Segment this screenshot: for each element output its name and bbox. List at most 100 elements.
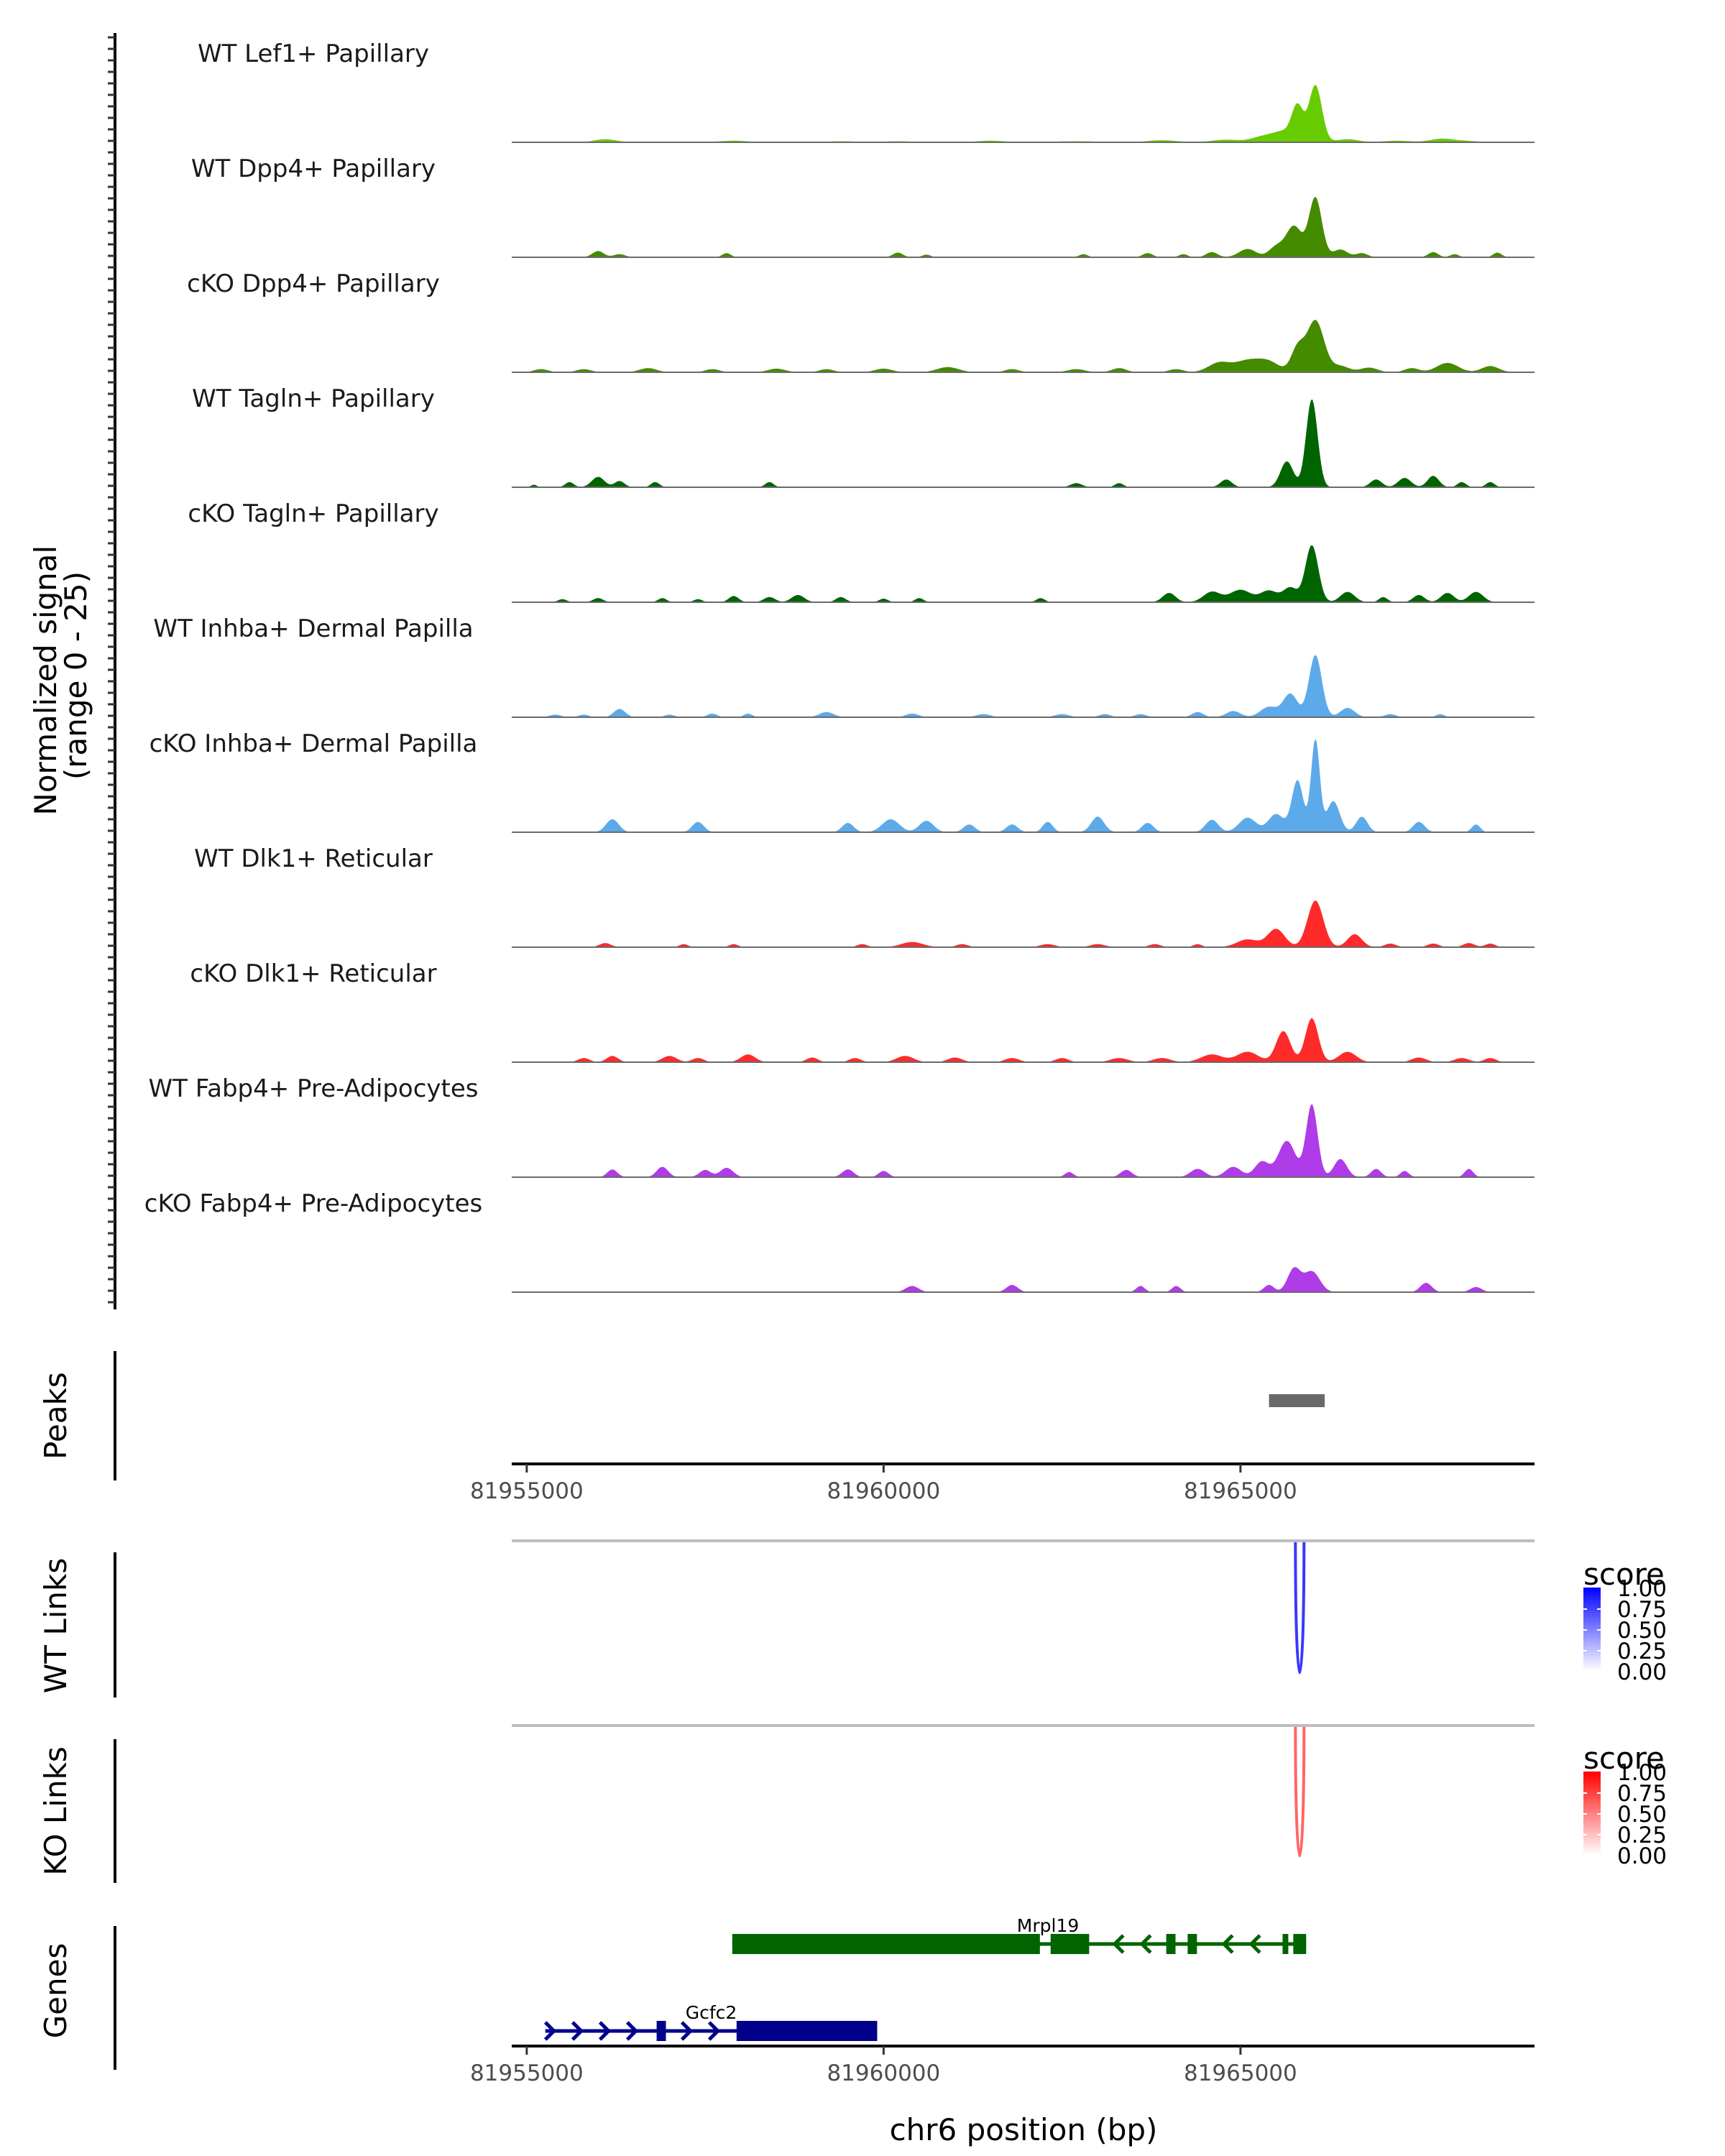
x-tick-label: 81960000 (827, 1478, 940, 1504)
wt-score-legend: score 1.000.750.500.250.00 (1583, 1557, 1667, 1685)
strand-arrow-icon (1221, 1934, 1234, 1954)
track-label: WT Inhba+ Dermal Papilla (153, 614, 473, 643)
gene-exon (732, 1934, 1040, 1954)
wt-legend-labels: 1.000.750.500.250.00 (1583, 1576, 1667, 1685)
track-label: WT Fabp4+ Pre-Adipocytes (149, 1074, 479, 1103)
x-axis-ticks-bottom: 81955000 81960000 81965000 (470, 2046, 1297, 2086)
signal-area (512, 739, 1535, 832)
signal-y-axis-title: Normalized signal (range 0 - 25) (28, 535, 93, 815)
ko-legend-title: score (1583, 1741, 1665, 1776)
signal-area (512, 85, 1535, 142)
signal-y-axis-title-line2: (range 0 - 25) (58, 571, 93, 780)
signal-area (512, 545, 1535, 602)
legend-tick-label: 0.75 (1617, 1781, 1667, 1807)
wt-links-panel: WT Links (38, 1539, 1535, 1697)
signal-track: cKO Tagln+ Papillary (188, 499, 1535, 603)
track-label: WT Tagln+ Papillary (192, 384, 435, 413)
strand-arrow-icon (680, 2021, 694, 2041)
gene-label: Gcfc2 (686, 2002, 737, 2023)
signal-area (512, 1104, 1535, 1177)
ko-links-label: KO Links (38, 1746, 73, 1876)
signal-y-ticks (108, 36, 115, 1304)
signal-track: cKO Inhba+ Dermal Papilla (150, 729, 1535, 833)
signal-area (512, 1267, 1535, 1292)
track-label: WT Dlk1+ Reticular (194, 844, 433, 873)
legend-tick-label: 0.50 (1617, 1618, 1667, 1644)
x-axis-title: chr6 position (bp) (890, 2112, 1158, 2147)
peaks-panel-label: Peaks (38, 1372, 73, 1460)
signal-area (512, 655, 1535, 717)
gene-exon (1293, 1934, 1307, 1954)
x-tick-label: 81965000 (1184, 1478, 1297, 1504)
gene-exon (1187, 1934, 1197, 1954)
gene-exon (1166, 1934, 1176, 1954)
signal-track: WT Fabp4+ Pre-Adipocytes (149, 1074, 1535, 1178)
x-tick-label: 81955000 (470, 1478, 584, 1504)
signal-track: cKO Fabp4+ Pre-Adipocytes (144, 1189, 1535, 1293)
strand-arrow-icon (1248, 1934, 1261, 1954)
legend-tick-label: 0.25 (1617, 1823, 1667, 1848)
signal-panel: Normalized signal (range 0 - 25) WT Lef1… (28, 33, 1535, 1309)
signal-track: WT Inhba+ Dermal Papilla (153, 614, 1535, 718)
signal-area (512, 1018, 1535, 1062)
legend-tick-label: 0.75 (1617, 1597, 1667, 1623)
track-label: cKO Tagln+ Papillary (188, 499, 438, 528)
peaks-panel: Peaks 81955000 81960000 81965000 (38, 1351, 1535, 1504)
track-label: WT Lef1+ Papillary (198, 40, 429, 68)
signal-area (512, 399, 1535, 487)
gene-label: Mrpl19 (1017, 1915, 1079, 1936)
peaks-marks (1269, 1394, 1325, 1407)
track-label: cKO Inhba+ Dermal Papilla (150, 729, 478, 758)
signal-area (512, 900, 1535, 947)
track-label: cKO Fabp4+ Pre-Adipocytes (144, 1189, 483, 1218)
gene-exon (656, 2021, 666, 2041)
strand-arrow-icon (571, 2021, 584, 2041)
genes-panel: Genes Mrpl19 Gcfc2 81955000 81960000 819650… (38, 1915, 1535, 2147)
track-label: cKO Dpp4+ Papillary (187, 270, 440, 298)
signal-tracks: WT Lef1+ Papillary WT Dpp4+ Papillary cKO … (144, 40, 1535, 1293)
strand-arrow-icon (625, 2021, 639, 2041)
track-label: WT Dpp4+ Papillary (191, 155, 436, 183)
ko-legend-labels: 1.000.750.500.250.00 (1583, 1760, 1667, 1869)
legend-tick-label: 1.00 (1617, 1576, 1667, 1602)
ko-links-arcs (1294, 1726, 1306, 1858)
gene-model: Gcfc2 (543, 2002, 878, 2041)
link-arc (1294, 1542, 1306, 1674)
legend-tick-label: 0.25 (1617, 1639, 1667, 1664)
x-axis-ticks-top: 81955000 81960000 81965000 (470, 1464, 1297, 1504)
signal-track: cKO Dpp4+ Papillary (187, 270, 1535, 373)
ko-score-legend: score 1.000.750.500.250.00 (1583, 1741, 1667, 1869)
signal-track: WT Dlk1+ Reticular (194, 844, 1535, 948)
strand-arrow-icon (1139, 1934, 1152, 1954)
track-label: cKO Dlk1+ Reticular (190, 959, 436, 988)
peak-region (1269, 1394, 1325, 1407)
strand-arrow-icon (543, 2021, 557, 2041)
legend-tick-label: 0.00 (1617, 1843, 1667, 1869)
x-tick-label: 81960000 (827, 2060, 940, 2086)
legend-tick-label: 0.50 (1617, 1802, 1667, 1828)
x-tick-label: 81965000 (1184, 2060, 1297, 2086)
ko-links-panel: KO Links (38, 1724, 1535, 1883)
genes-panel-label: Genes (38, 1943, 73, 2039)
wt-legend-title: score (1583, 1557, 1665, 1592)
signal-y-axis-title-line1: Normalized signal (28, 545, 63, 816)
legend-tick-label: 1.00 (1617, 1760, 1667, 1786)
strand-arrow-icon (707, 2021, 721, 2041)
link-arc (1294, 1726, 1306, 1858)
x-tick-label: 81955000 (470, 2060, 584, 2086)
wt-links-label: WT Links (38, 1558, 73, 1693)
strand-arrow-icon (1112, 1934, 1125, 1954)
gene-exon (736, 2021, 878, 2041)
gene-exon (1282, 1934, 1289, 1954)
strand-arrow-icon (598, 2021, 612, 2041)
gene-exon (1050, 1934, 1090, 1954)
legend-tick-label: 0.00 (1617, 1659, 1667, 1685)
signal-track: WT Lef1+ Papillary (198, 40, 1535, 143)
gene-model: Mrpl19 (732, 1915, 1307, 1954)
signal-track: WT Dpp4+ Papillary (191, 155, 1535, 258)
gene-models: Mrpl19 Gcfc2 (543, 1915, 1307, 2041)
signal-area (512, 320, 1535, 372)
signal-track: cKO Dlk1+ Reticular (190, 959, 1535, 1063)
signal-track: WT Tagln+ Papillary (192, 384, 1535, 488)
